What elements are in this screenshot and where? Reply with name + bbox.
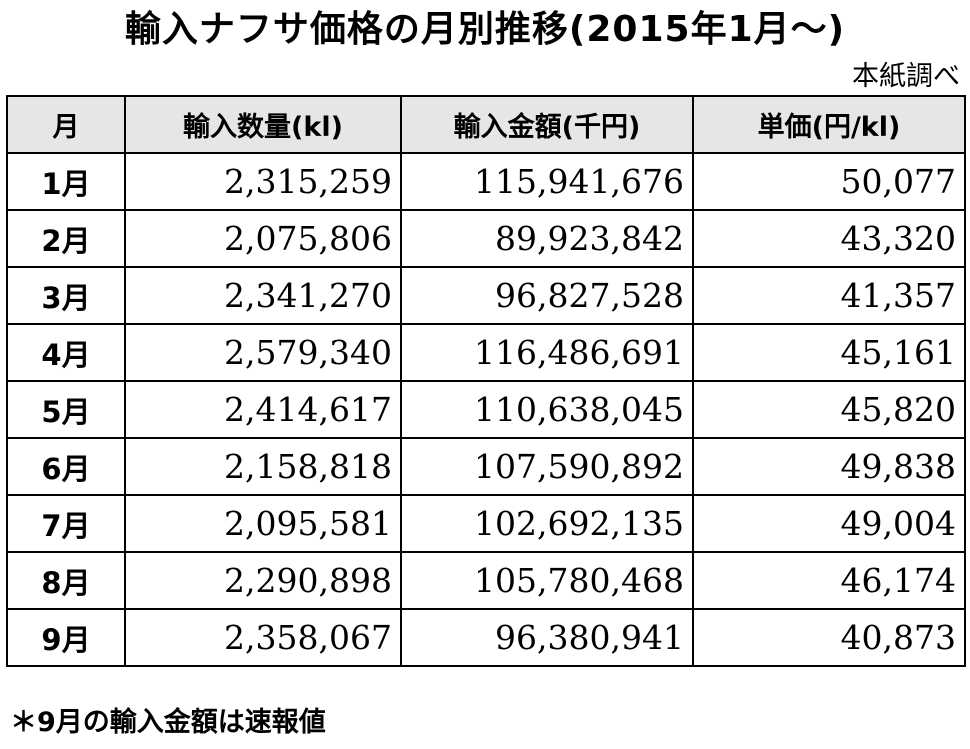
cell-unit-price: 43,320 xyxy=(692,209,966,268)
table-row: 6月 2,158,818 107,590,892 49,838 xyxy=(6,437,966,496)
table-row: 9月 2,358,067 96,380,941 40,873 xyxy=(6,608,966,667)
cell-import-amount: 96,380,941 xyxy=(400,608,694,667)
header-import-volume: 輸入数量(kl) xyxy=(124,95,402,154)
cell-import-volume: 2,290,898 xyxy=(124,551,402,610)
footnote: ＊9月の輸入金額は速報値 xyxy=(10,707,326,738)
cell-month: 1月 xyxy=(6,152,126,211)
cell-month: 8月 xyxy=(6,551,126,610)
table-header-row: 月 輸入数量(kl) 輸入金額(千円) 単価(円/kl) xyxy=(6,95,966,154)
table-row: 5月 2,414,617 110,638,045 45,820 xyxy=(6,380,966,439)
cell-import-volume: 2,414,617 xyxy=(124,380,402,439)
cell-unit-price: 49,004 xyxy=(692,494,966,553)
cell-import-volume: 2,315,259 xyxy=(124,152,402,211)
cell-import-amount: 116,486,691 xyxy=(400,323,694,382)
cell-unit-price: 40,873 xyxy=(692,608,966,667)
cell-import-amount: 107,590,892 xyxy=(400,437,694,496)
table-row: 2月 2,075,806 89,923,842 43,320 xyxy=(6,209,966,268)
cell-month: 5月 xyxy=(6,380,126,439)
cell-import-amount: 115,941,676 xyxy=(400,152,694,211)
cell-unit-price: 46,174 xyxy=(692,551,966,610)
table-row: 1月 2,315,259 115,941,676 50,077 xyxy=(6,152,966,211)
cell-import-amount: 105,780,468 xyxy=(400,551,694,610)
cell-import-volume: 2,158,818 xyxy=(124,437,402,496)
cell-import-amount: 89,923,842 xyxy=(400,209,694,268)
page-title: 輸入ナフサ価格の月別推移(2015年1月～) xyxy=(124,9,846,50)
cell-unit-price: 45,820 xyxy=(692,380,966,439)
cell-import-amount: 96,827,528 xyxy=(400,266,694,325)
cell-import-volume: 2,358,067 xyxy=(124,608,402,667)
cell-unit-price: 45,161 xyxy=(692,323,966,382)
cell-month: 9月 xyxy=(6,608,126,667)
cell-month: 2月 xyxy=(6,209,126,268)
cell-month: 4月 xyxy=(6,323,126,382)
table-row: 4月 2,579,340 116,486,691 45,161 xyxy=(6,323,966,382)
cell-month: 7月 xyxy=(6,494,126,553)
header-unit-price: 単価(円/kl) xyxy=(692,95,966,154)
cell-month: 6月 xyxy=(6,437,126,496)
cell-month: 3月 xyxy=(6,266,126,325)
cell-import-volume: 2,075,806 xyxy=(124,209,402,268)
cell-import-volume: 2,095,581 xyxy=(124,494,402,553)
cell-unit-price: 41,357 xyxy=(692,266,966,325)
cell-import-volume: 2,341,270 xyxy=(124,266,402,325)
table-row: 7月 2,095,581 102,692,135 49,004 xyxy=(6,494,966,553)
cell-unit-price: 50,077 xyxy=(692,152,966,211)
cell-import-amount: 110,638,045 xyxy=(400,380,694,439)
header-import-amount: 輸入金額(千円) xyxy=(400,95,694,154)
header-month: 月 xyxy=(6,95,126,154)
table-row: 3月 2,341,270 96,827,528 41,357 xyxy=(6,266,966,325)
import-naphtha-table: 月 輸入数量(kl) 輸入金額(千円) 単価(円/kl) 1月 2,315,25… xyxy=(6,95,966,667)
cell-unit-price: 49,838 xyxy=(692,437,966,496)
source-note: 本紙調べ xyxy=(852,61,960,92)
table-row: 8月 2,290,898 105,780,468 46,174 xyxy=(6,551,966,610)
cell-import-volume: 2,579,340 xyxy=(124,323,402,382)
cell-import-amount: 102,692,135 xyxy=(400,494,694,553)
